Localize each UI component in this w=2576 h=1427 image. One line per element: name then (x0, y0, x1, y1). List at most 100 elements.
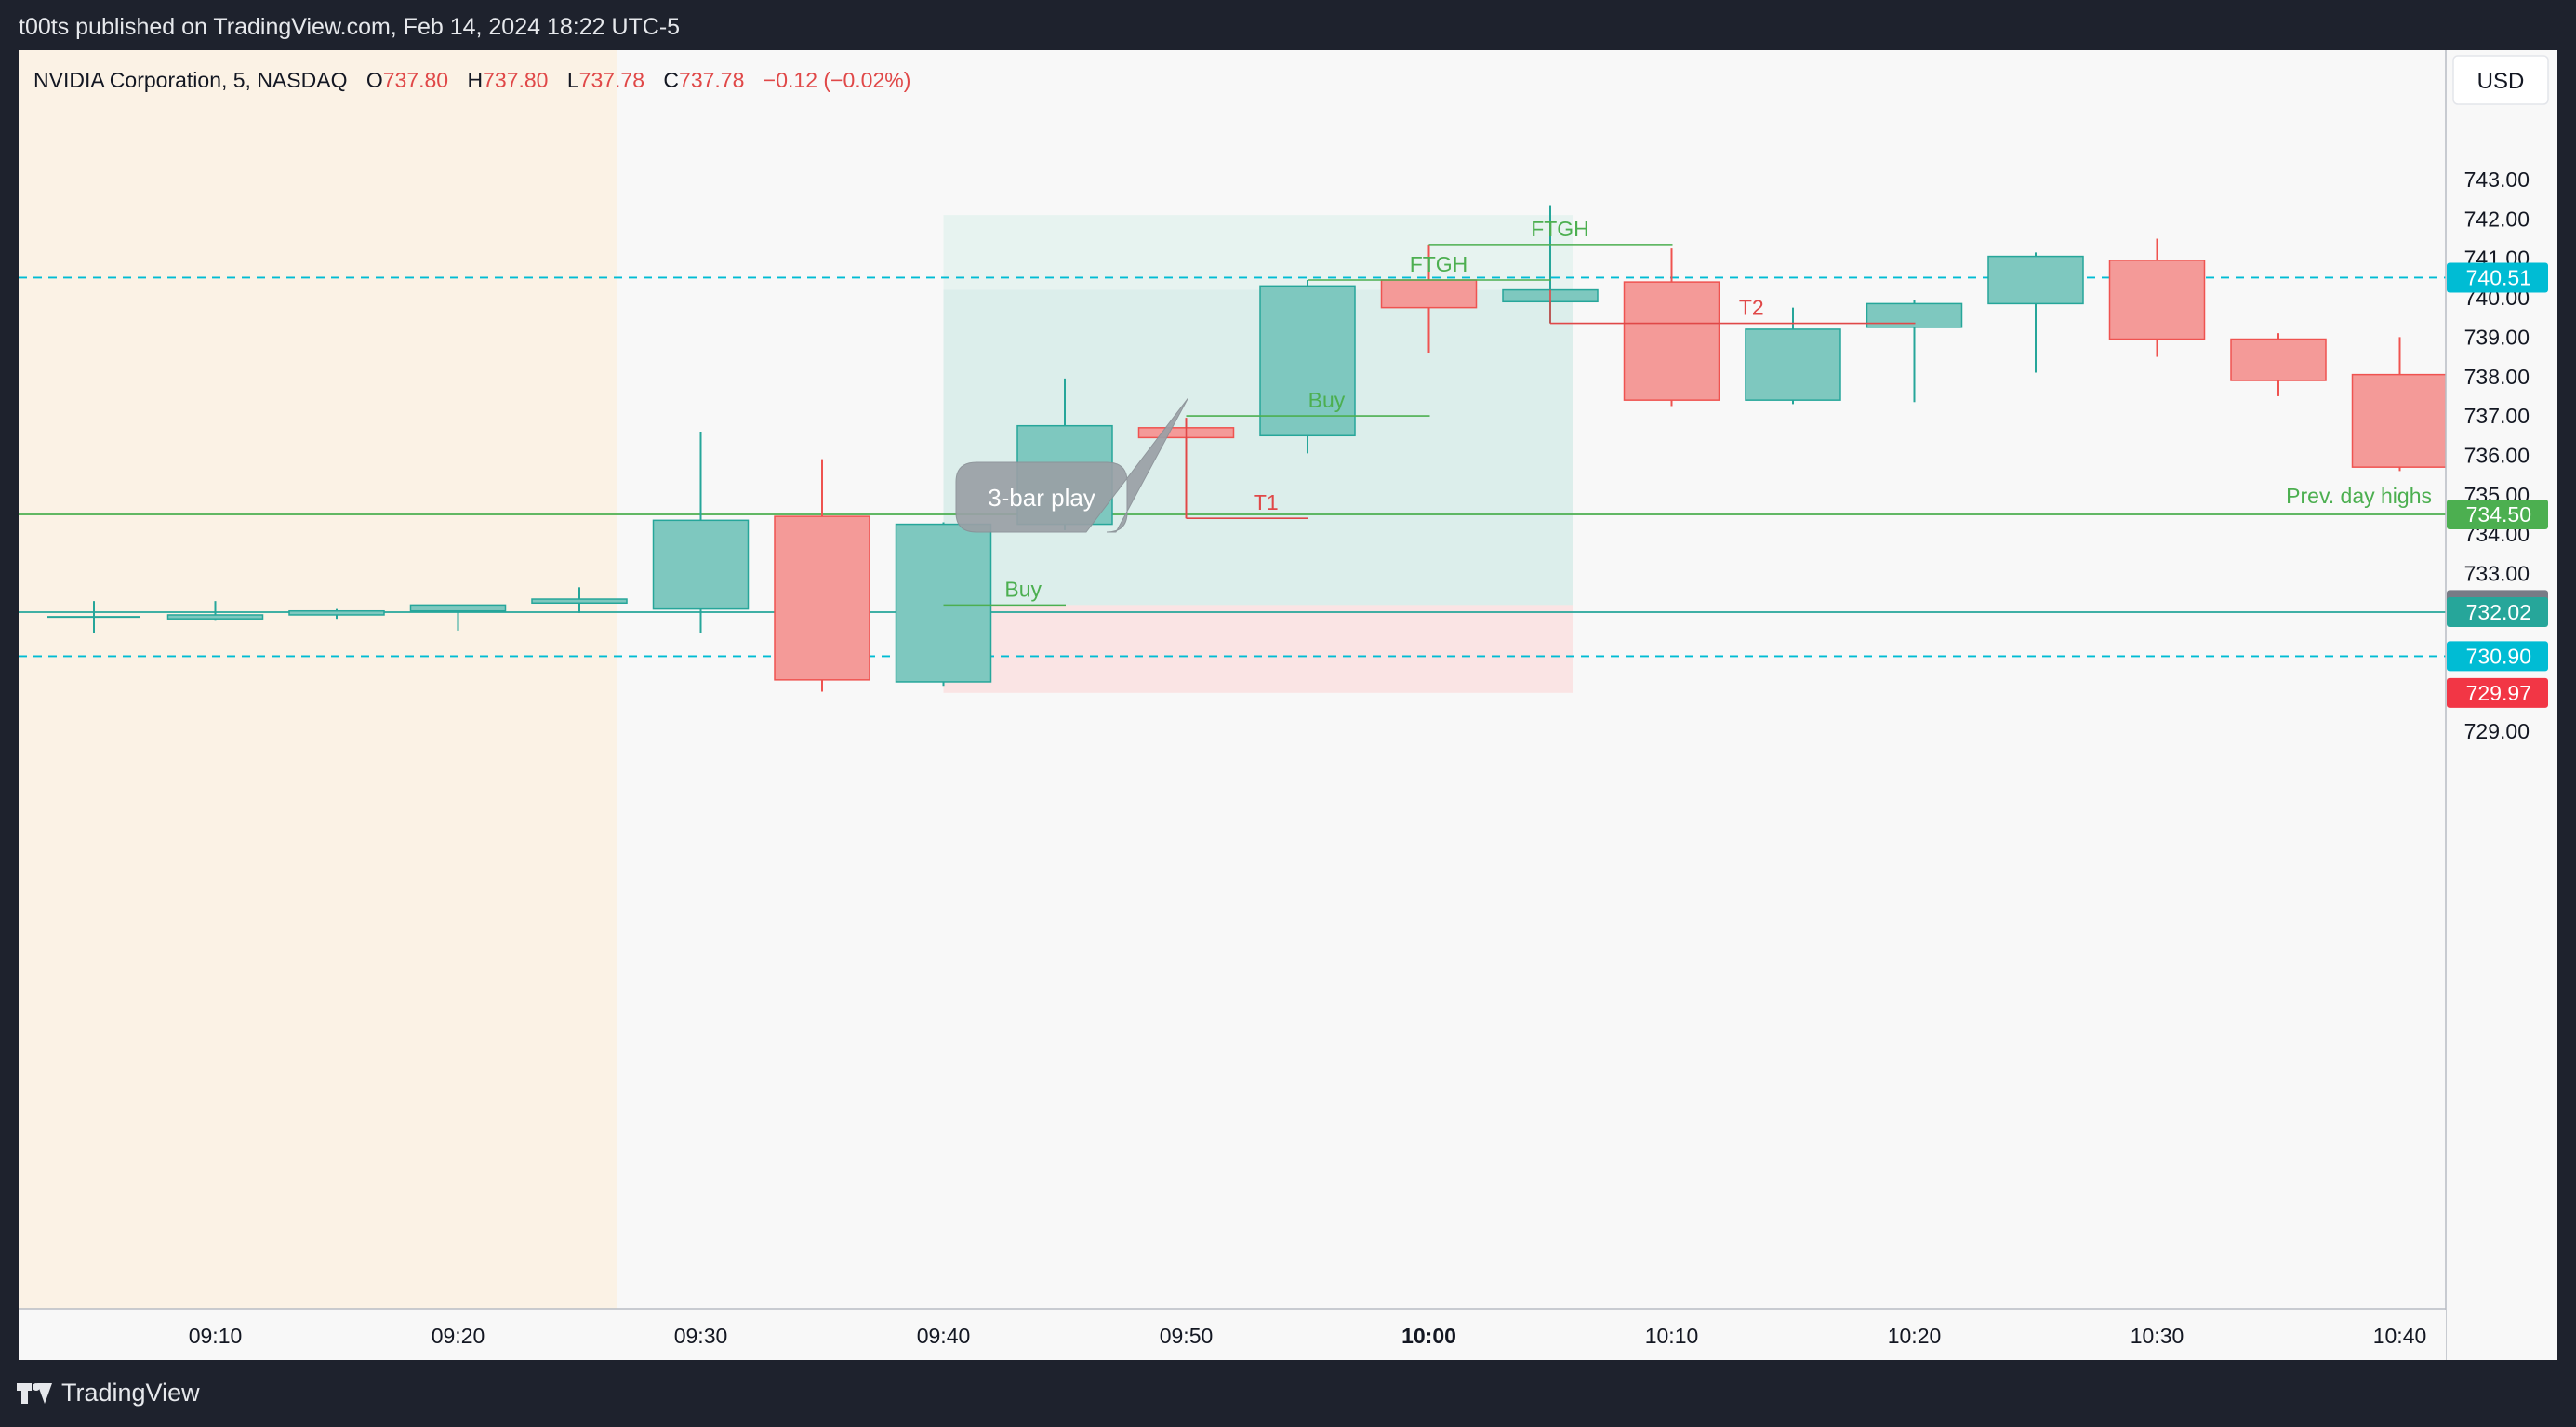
y-tick-label: 729.00 (2464, 719, 2530, 743)
candle-0955[interactable] (1259, 279, 1356, 454)
x-tick-label: 09:30 (674, 1324, 728, 1348)
candle-1025[interactable] (1987, 252, 2084, 373)
badge-bg (2447, 499, 2548, 529)
annotation-buy-1[interactable]: Buy (943, 577, 1067, 607)
price-badge-729-97: 729.97 (2447, 677, 2548, 708)
candle-body (2351, 373, 2449, 468)
candle-body (2108, 260, 2206, 340)
currency-label: USD (2477, 69, 2525, 94)
currency-button[interactable] (2452, 55, 2549, 105)
y-tick-label: 739.00 (2464, 325, 2530, 349)
footer-bar: TradingView (0, 1360, 2576, 1427)
annotation-ftgh-4[interactable]: FTGH (1308, 252, 1551, 281)
badge-bg (2447, 677, 2548, 708)
candle-body (652, 519, 750, 610)
legend-change: −0.12 (−0.02%) (764, 68, 911, 92)
annotation-t1-3[interactable]: T1 (1185, 418, 1309, 520)
annotation-ftgh-5[interactable]: FTGH (1428, 217, 1673, 246)
annotation-buy-2[interactable]: Buy (1186, 388, 1430, 417)
legend-low-label: L (567, 68, 579, 92)
x-tick-label: 10:40 (2373, 1324, 2427, 1348)
candle-0925[interactable] (531, 587, 628, 613)
badge-text: 740.51 (2466, 265, 2531, 289)
publish-header: t00ts published on TradingView.com, Feb … (0, 0, 2576, 50)
x-tick-label: 10:00 (1401, 1324, 1456, 1348)
legend-open-value: 737.80 (383, 68, 448, 92)
legend-close-label: C (663, 68, 679, 92)
badge-text: 732.02 (2466, 600, 2531, 624)
three-bar-play-callout[interactable]: 3-bar play (955, 397, 1188, 533)
callout-text: 3-bar play (988, 484, 1095, 512)
candle-0935[interactable] (774, 459, 870, 692)
annotation-label: T1 (1254, 490, 1279, 514)
badge-text: 729.97 (2466, 681, 2531, 705)
candle-0940[interactable] (895, 522, 992, 687)
annotation-label: Buy (1004, 577, 1042, 601)
y-tick-label: 742.00 (2464, 207, 2530, 231)
chart-legend: NVIDIA Corporation, 5, NASDAQ O737.80 H7… (33, 68, 910, 92)
candle-body (531, 598, 628, 605)
badge-text: 730.90 (2466, 644, 2531, 668)
annotation-t2-6[interactable]: T2 (1549, 289, 1916, 325)
y-tick-label: 743.00 (2464, 167, 2530, 192)
x-tick-label: 10:30 (2131, 1324, 2184, 1348)
candle-body (409, 604, 507, 612)
tradingview-brand[interactable]: TradingView (17, 1379, 200, 1407)
annotation-label: Buy (1308, 388, 1346, 412)
legend-high-value: 737.80 (483, 68, 548, 92)
price-badge-734-50: 734.50 (2447, 499, 2548, 529)
candle-1010[interactable] (1623, 248, 1720, 407)
y-tick-label: 737.00 (2464, 404, 2530, 428)
x-tick-label: 09:20 (432, 1324, 485, 1348)
time-axis-panel[interactable] (19, 1310, 2446, 1360)
candle-1035[interactable] (2230, 333, 2327, 396)
candle-body (1380, 279, 1478, 309)
chart-area[interactable]: Prev. day highs 3-bar play Buy Buy T1 FTGH FTG… (19, 50, 2557, 1360)
candle-body (1623, 281, 1720, 401)
candle-1040[interactable] (2351, 337, 2449, 472)
candle-1015[interactable] (1745, 307, 1841, 405)
price-badge-740-51: 740.51 (2447, 262, 2548, 293)
y-tick-label: 736.00 (2464, 443, 2530, 467)
legend-high-label: H (468, 68, 484, 92)
annotation-label: FTGH (1410, 252, 1468, 276)
y-tick-label: 733.00 (2464, 562, 2530, 586)
x-tick-label: 10:20 (1888, 1324, 1942, 1348)
candle-body (288, 609, 385, 616)
x-tick-label: 09:10 (189, 1324, 243, 1348)
legend-open-label: O (366, 68, 383, 92)
badge-bg (2447, 262, 2548, 293)
candle-0915[interactable] (288, 608, 385, 620)
x-tick-label: 09:50 (1160, 1324, 1214, 1348)
candle-body (1987, 255, 2084, 305)
premarket-shading (19, 50, 617, 1309)
candle-body (1259, 285, 1356, 437)
price-badge-730-90: 730.90 (2447, 641, 2548, 672)
candle-1030[interactable] (2108, 238, 2206, 357)
legend-close-value: 737.78 (679, 68, 744, 92)
position-stop-zone (943, 605, 1573, 693)
callout-bubble (955, 397, 1188, 533)
legend-symbol: NVIDIA Corporation, 5, NASDAQ (33, 68, 347, 92)
y-tick-label: 738.00 (2464, 365, 2530, 389)
annotation-label: FTGH (1531, 217, 1589, 241)
tradingview-logo-icon (17, 1381, 52, 1406)
candle-0905[interactable] (47, 601, 140, 633)
candle-body (2230, 338, 2327, 381)
candle-0920[interactable] (409, 604, 507, 631)
candle-0910[interactable] (166, 601, 264, 621)
candle-body (1745, 328, 1841, 401)
legend-low-value: 737.78 (579, 68, 644, 92)
badge-text: 734.50 (2466, 502, 2531, 527)
brand-text: TradingView (61, 1379, 200, 1407)
prev-day-highs-label: Prev. day highs (2286, 484, 2432, 508)
candlestick-chart[interactable]: Prev. day highs 3-bar play Buy Buy T1 FTGH FTG… (19, 50, 2557, 1360)
x-tick-label: 09:40 (917, 1324, 971, 1348)
annotation-label: T2 (1739, 296, 1764, 320)
price-badge-732-02: 732.02 (2447, 597, 2548, 628)
x-tick-label: 10:10 (1645, 1324, 1699, 1348)
publish-text: t00ts published on TradingView.com, Feb … (19, 14, 681, 40)
candle-0930[interactable] (652, 432, 750, 633)
candle-body (166, 614, 264, 620)
candle-1020[interactable] (1866, 300, 1963, 403)
